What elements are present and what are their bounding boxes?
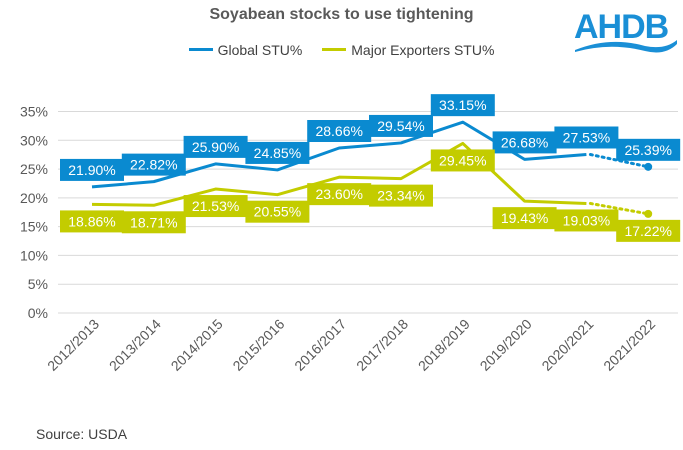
y-tick-label: 5% [28,276,48,292]
data-label: 19.03% [563,212,610,228]
data-label-box [60,210,124,233]
x-tick-label: 2019/2020 [477,316,535,374]
series-line-1 [91,141,587,207]
data-label: 21.90% [68,162,115,178]
source-note: Source: USDA [36,426,128,442]
series-forecast-line-1 [588,201,650,216]
data-label-box [121,211,186,234]
data-label-box [183,195,248,218]
data-label: 33.15% [439,97,486,113]
x-tick-label: 2014/2015 [168,316,226,374]
x-tick-label: 2021/2022 [600,316,658,374]
data-label: 18.71% [130,214,177,230]
x-tick-label: 2016/2017 [291,316,349,374]
legend-label-global: Global STU% [217,41,303,58]
y-tick-label: 35% [20,104,48,120]
series-end-marker-1 [644,209,653,218]
y-tick-label: 10% [20,247,48,263]
data-label: 27.53% [563,130,610,146]
data-label-box [369,114,433,137]
data-label: 18.86% [68,213,115,229]
ahdb-logo: AHDB [574,8,677,53]
legend-swatch-global [188,48,213,51]
data-label-box [369,184,433,207]
data-label-box [121,153,186,176]
x-tick-label: 2015/2016 [229,316,287,374]
data-label: 28.66% [315,123,362,139]
data-label: 17.22% [624,223,671,239]
legend-swatch-exporters [322,48,347,51]
y-tick-label: 30% [20,132,48,148]
chart-title: Soyabean stocks to use tightening [209,6,474,23]
x-tick-label: 2017/2018 [353,316,411,374]
data-label: 29.45% [439,152,486,168]
legend: Global STU% Major Exporters STU% [0,38,683,58]
data-label-box [183,135,248,158]
x-tick-label: 2013/2014 [106,316,164,374]
legend-item-exporters: Major Exporters STU% [322,42,494,58]
x-tick-label: 2018/2019 [415,316,473,374]
data-label-box [492,131,557,154]
legend-item-global: Global STU% [188,41,303,58]
data-label-box [492,207,557,230]
data-label-box [616,138,681,161]
data-label: 26.68% [501,134,548,150]
data-label-box [430,94,495,117]
data-label: 20.55% [254,204,301,220]
data-label: 22.82% [130,157,177,173]
data-label: 29.54% [377,118,424,134]
data-label: 23.34% [377,188,424,204]
data-label-box [245,200,310,223]
x-tick-label: 2020/2021 [538,316,596,374]
data-label-box [554,209,619,232]
x-tick-label: 2012/2013 [44,316,102,374]
data-label-box [307,120,372,143]
y-tick-label: 0% [28,305,48,321]
data-label: 21.53% [192,198,239,214]
y-tick-label: 25% [20,161,48,177]
data-label-box [307,183,372,206]
plot-area: 0% 5% 10% 15% 20% 25% 30% 35% 2012/2013 2013/2014… [20,94,681,374]
data-label: 19.43% [501,210,548,226]
legend-label-exporters: Major Exporters STU% [351,41,495,58]
data-label-box [430,149,495,172]
svg-text:AHDB: AHDB [574,8,669,46]
series-end-marker-0 [644,162,653,171]
data-label-box [616,219,681,242]
data-label-box [554,126,619,149]
y-tick-label: 15% [20,219,48,235]
y-tick-label: 20% [20,190,48,206]
data-label: 25.39% [624,142,671,158]
data-label: 23.60% [315,186,362,202]
data-label: 24.85% [254,145,301,161]
data-label-box [60,158,124,181]
data-label: 25.90% [192,139,239,155]
data-label-box [245,141,310,164]
